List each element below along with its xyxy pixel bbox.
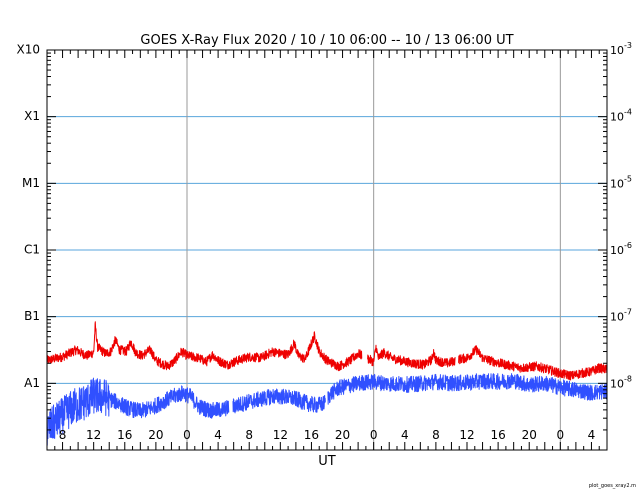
x-tick-label: 16 (304, 428, 319, 442)
x-tick-label: 12 (459, 428, 474, 442)
flux-label: 10-8 (610, 374, 632, 390)
x-tick-label: 0 (557, 428, 565, 442)
flare-class-label: X10 (17, 43, 41, 57)
flux-series-line (46, 373, 608, 446)
x-tick-label: 20 (522, 428, 537, 442)
x-tick-label: 8 (432, 428, 440, 442)
flux-label: 10-3 (610, 41, 632, 57)
flare-class-label: X1 (24, 109, 40, 123)
flux-label: 10-7 (610, 308, 632, 324)
flare-class-label: M1 (22, 176, 40, 190)
x-tick-label: 4 (214, 428, 222, 442)
x-axis-ticks: 8 12 16 20 0 4 8 12 16 20 0 4 8 12 16 20 0 4 (46, 50, 608, 450)
grid-lines (47, 116, 607, 384)
flare-class-label: A1 (24, 376, 40, 390)
right-axis-labels: 10-3 10-4 10-5 10-6 10-7 10-8 (610, 41, 632, 390)
flux-series-line (46, 321, 608, 381)
x-tick-label: 20 (335, 428, 350, 442)
x-tick-label: 4 (588, 428, 596, 442)
x-tick-label: 16 (117, 428, 132, 442)
flux-label: 10-4 (610, 108, 632, 124)
x-tick-label: 8 (59, 428, 67, 442)
flare-class-label: C1 (24, 243, 40, 257)
x-axis-label: UT (318, 454, 336, 469)
x-tick-label: 16 (490, 428, 505, 442)
left-axis-labels: X10 X1 M1 C1 B1 A1 (17, 43, 41, 390)
x-tick-label: 4 (401, 428, 409, 442)
footer-text: plot_goes_xray2.m (589, 483, 636, 489)
chart-title: GOES X-Ray Flux 2020 / 10 / 10 06:00 -- … (140, 33, 513, 48)
flux-series-group (46, 321, 608, 446)
x-tick-label: 0 (183, 428, 191, 442)
x-tick-label: 8 (245, 428, 253, 442)
flux-label: 10-6 (610, 241, 632, 257)
x-tick-label: 12 (86, 428, 101, 442)
flux-label: 10-5 (610, 174, 632, 190)
x-tick-label: 0 (370, 428, 378, 442)
x-tick-label: 12 (273, 428, 288, 442)
flare-class-label: B1 (24, 309, 40, 323)
y-tick-marks (47, 49, 607, 451)
x-tick-label: 20 (148, 428, 163, 442)
